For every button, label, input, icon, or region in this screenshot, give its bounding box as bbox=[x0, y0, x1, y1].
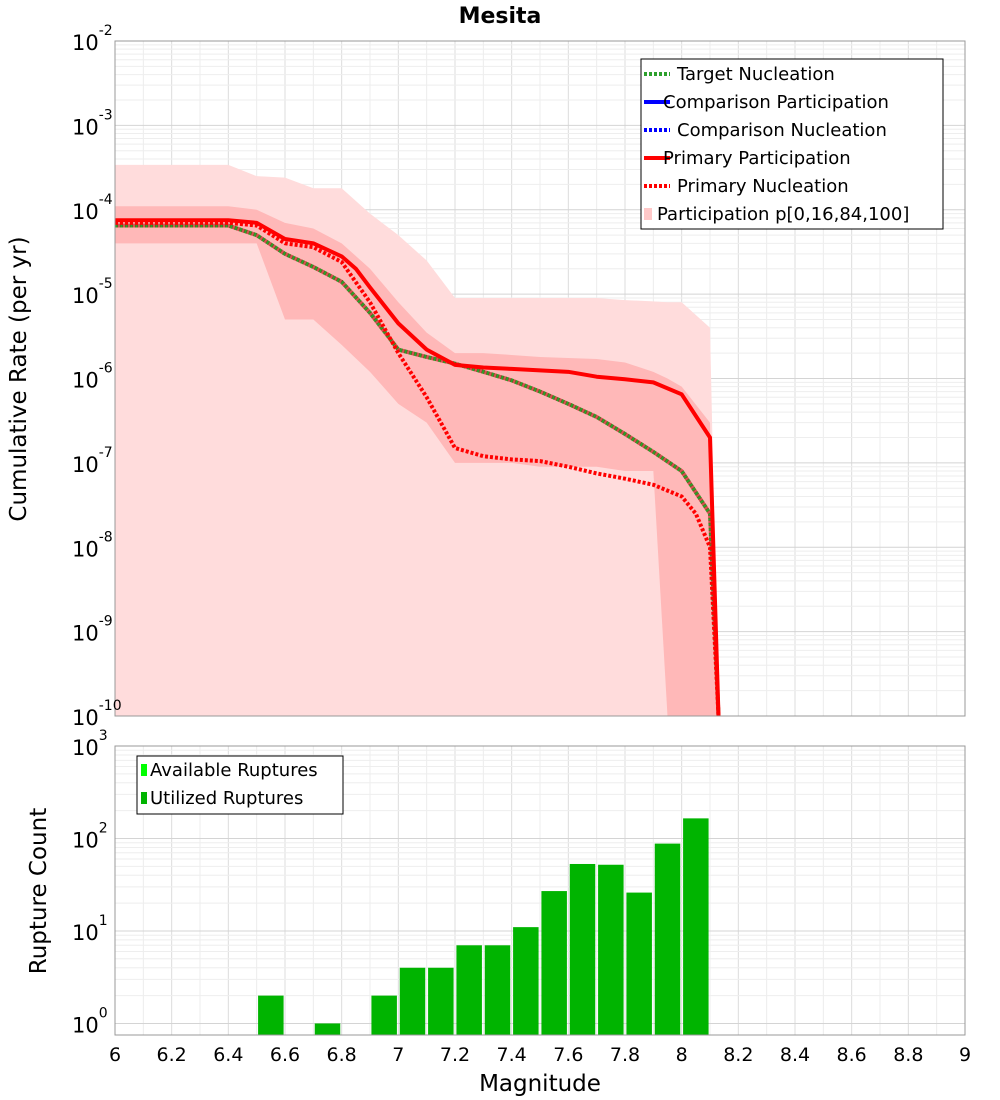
legend-label: Primary Participation bbox=[663, 148, 851, 169]
x-tick-label: 7.2 bbox=[440, 1044, 470, 1066]
y-tick-label: 102 bbox=[72, 820, 108, 852]
rupture-bar bbox=[314, 1023, 341, 1035]
x-tick-label: 6.4 bbox=[213, 1044, 243, 1066]
x-tick-label: 7.4 bbox=[497, 1044, 527, 1066]
y-tick-label: 101 bbox=[72, 913, 108, 945]
x-tick-label: 8.8 bbox=[893, 1044, 923, 1066]
rupture-bar bbox=[258, 995, 284, 1035]
rate-plot-legend-box bbox=[640, 58, 944, 230]
legend-swatch-bar bbox=[141, 764, 147, 776]
y-tick-label: 103 bbox=[72, 728, 108, 760]
rate-plot-y-label: Cumulative Rate (per yr) bbox=[6, 236, 32, 521]
y-tick-exponent: 3 bbox=[99, 728, 108, 744]
rupture-bar bbox=[484, 945, 511, 1035]
y-tick-exponent: 1 bbox=[99, 913, 108, 929]
y-tick-label: 10-9 bbox=[72, 614, 113, 646]
x-tick-label: 6.8 bbox=[327, 1044, 357, 1066]
y-tick-label: 10-4 bbox=[72, 192, 113, 224]
y-tick-label: 10-6 bbox=[72, 361, 113, 393]
x-tick-label: 8.6 bbox=[837, 1044, 867, 1066]
legend-label: Primary Nucleation bbox=[677, 176, 849, 197]
y-tick-exponent: -3 bbox=[99, 107, 113, 123]
rupture-bar bbox=[598, 864, 624, 1035]
legend-label: Available Ruptures bbox=[150, 760, 318, 781]
rupture-plot-x-ticks: 6 6.2 6.4 6.6 6.8 7 7.2 7.4 7.6 7.8 8 8.2 8.4 8.6 8.8 9 bbox=[109, 1044, 971, 1066]
x-tick-label: 8 bbox=[676, 1044, 688, 1066]
chart-title: Mesita bbox=[459, 4, 542, 29]
rate-plot: 10-10 10-9 10-8 10-7 10-6 10-5 10-4 10-3 10-2 Cu… bbox=[6, 23, 966, 730]
rate-plot-y-ticks: 10-10 10-9 10-8 10-7 10-6 10-5 10-4 10-3 10-2 bbox=[72, 23, 122, 730]
rupture-bar bbox=[399, 967, 426, 1035]
y-tick-label: 10-8 bbox=[72, 529, 113, 561]
y-tick-exponent: -8 bbox=[99, 529, 113, 545]
rupture-bar bbox=[569, 863, 596, 1035]
y-tick-exponent: -10 bbox=[99, 698, 122, 714]
x-tick-label: 9 bbox=[959, 1044, 971, 1066]
y-tick-exponent: -4 bbox=[99, 192, 113, 208]
legend-label: Target Nucleation bbox=[676, 64, 835, 85]
y-tick-exponent: -2 bbox=[99, 23, 113, 39]
legend-label: Participation p[0,16,84,100] bbox=[657, 204, 909, 225]
y-tick-exponent: -7 bbox=[99, 445, 113, 461]
rate-plot-series bbox=[115, 218, 721, 717]
y-tick-exponent: -6 bbox=[99, 361, 113, 377]
y-tick-label: 10-10 bbox=[72, 698, 122, 730]
y-tick-label: 10-2 bbox=[72, 23, 113, 55]
legend-label: Utilized Ruptures bbox=[150, 788, 303, 809]
rupture-bar bbox=[456, 945, 482, 1035]
rupture-plot-legend-box bbox=[136, 755, 344, 815]
rupture-plot-legend: Available Ruptures Utilized Ruptures bbox=[136, 755, 344, 815]
y-tick-exponent: -5 bbox=[99, 276, 113, 292]
x-tick-label: 7.6 bbox=[553, 1044, 583, 1066]
rupture-plot-y-label: Rupture Count bbox=[26, 808, 52, 974]
y-tick-exponent: -9 bbox=[99, 614, 113, 630]
rate-plot-frame bbox=[114, 40, 966, 717]
series-line-overlay bbox=[115, 223, 721, 717]
series-line-primary-participation bbox=[115, 218, 721, 717]
rate-plot-bands bbox=[115, 164, 719, 716]
rupture-bar bbox=[683, 818, 709, 1035]
rupture-bar bbox=[654, 843, 681, 1035]
legend-swatch-bar bbox=[141, 792, 147, 804]
y-tick-label: 10-5 bbox=[72, 276, 113, 308]
legend-label: Comparison Nucleation bbox=[677, 120, 887, 141]
x-tick-label: 8.4 bbox=[780, 1044, 810, 1066]
legend-swatch-band bbox=[644, 208, 652, 220]
x-tick-label: 7.8 bbox=[610, 1044, 640, 1066]
y-tick-label: 100 bbox=[72, 1005, 108, 1037]
x-axis-label: Magnitude bbox=[479, 1071, 601, 1097]
rupture-bar bbox=[541, 891, 567, 1035]
series-line-primary-nucleation bbox=[115, 220, 721, 717]
rupture-bar bbox=[626, 892, 652, 1035]
x-tick-label: 6 bbox=[109, 1044, 121, 1066]
rate-plot-legend: Target Nucleation Comparison Participatio… bbox=[640, 58, 944, 230]
rupture-plot-bars bbox=[258, 818, 709, 1035]
y-tick-exponent: 2 bbox=[99, 820, 108, 836]
y-tick-label: 10-7 bbox=[72, 445, 113, 477]
y-tick-exponent: 0 bbox=[99, 1005, 108, 1021]
x-tick-label: 7 bbox=[392, 1044, 404, 1066]
y-tick-label: 10-3 bbox=[72, 107, 113, 139]
rupture-plot-frame bbox=[114, 745, 966, 1036]
x-tick-label: 6.2 bbox=[157, 1044, 187, 1066]
rupture-bar bbox=[428, 967, 454, 1035]
participation-band-0 bbox=[115, 164, 719, 716]
x-tick-label: 8.2 bbox=[723, 1044, 753, 1066]
legend-label: Comparison Participation bbox=[663, 92, 889, 113]
participation-band-1 bbox=[115, 206, 719, 716]
rupture-bar bbox=[513, 927, 539, 1035]
x-tick-label: 6.6 bbox=[270, 1044, 300, 1066]
rupture-bar bbox=[371, 995, 397, 1035]
